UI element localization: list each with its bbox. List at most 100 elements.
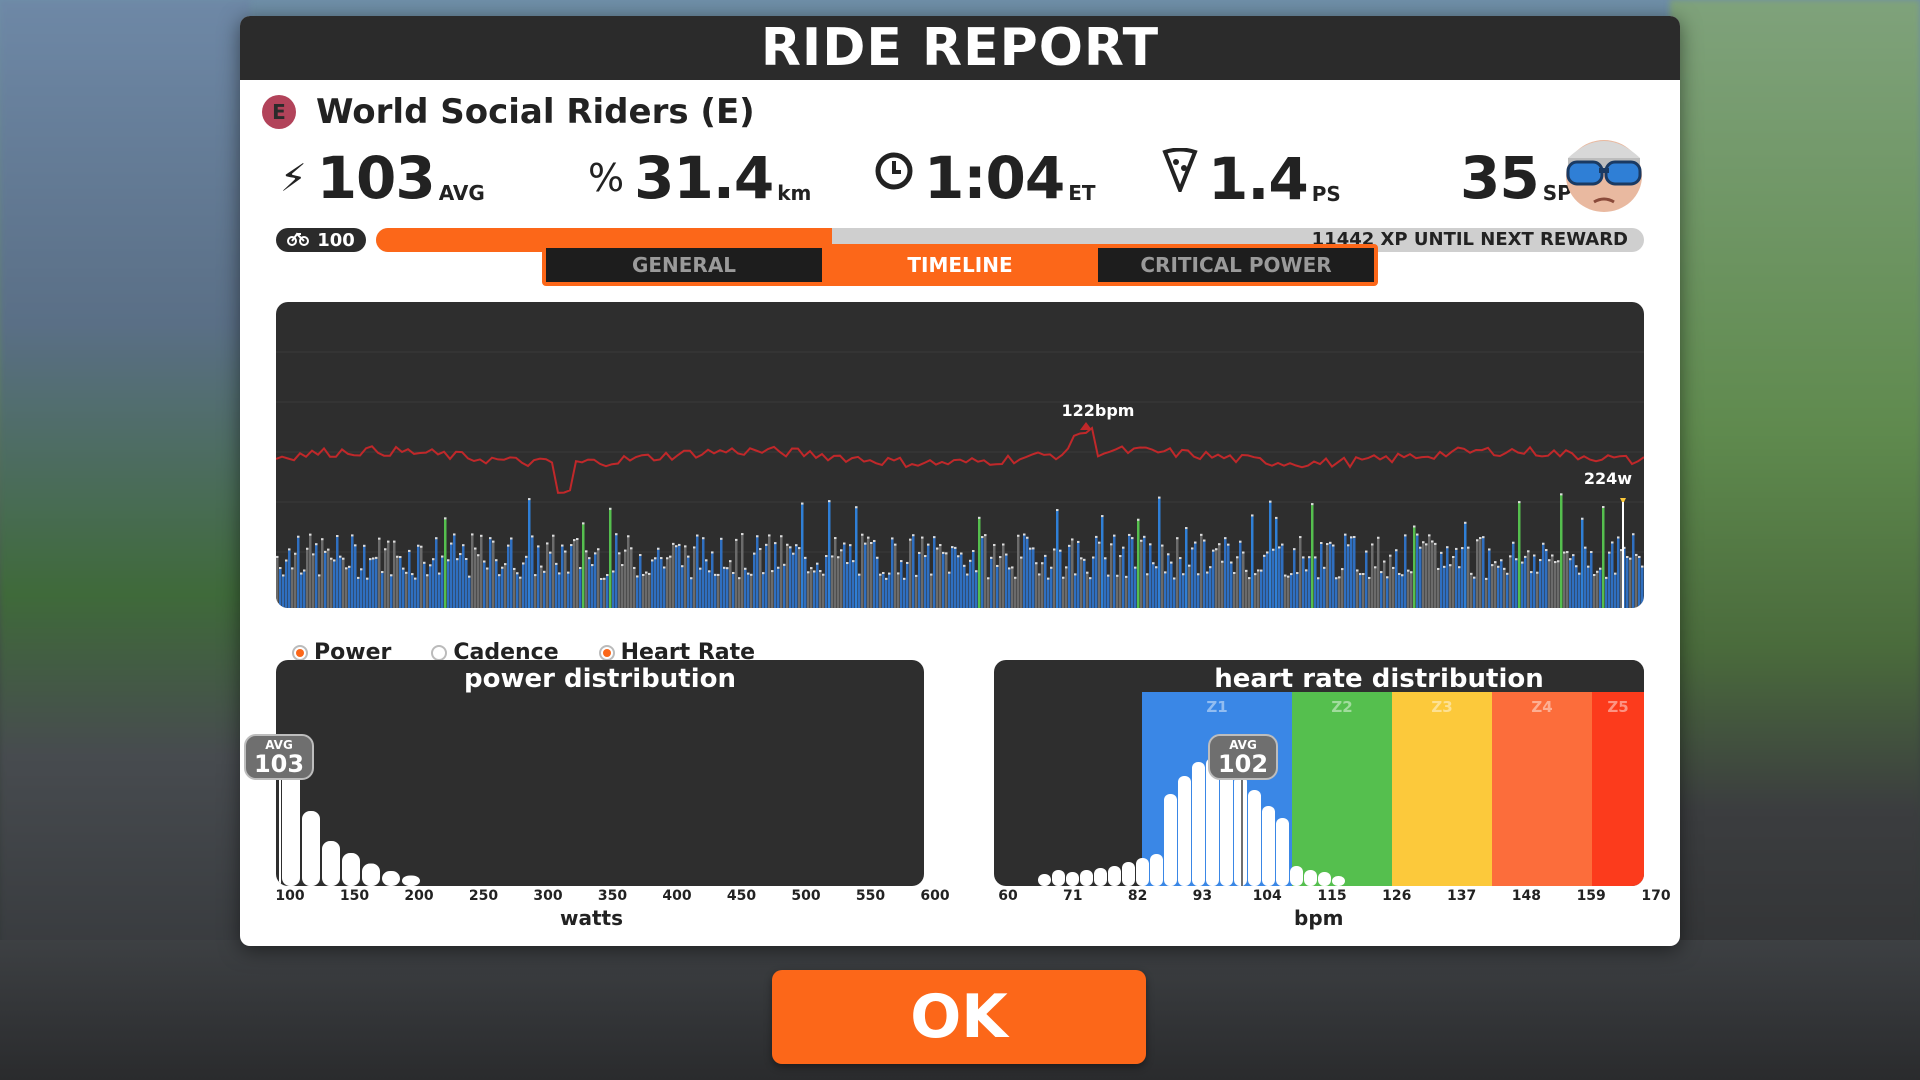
power-bar [1362, 573, 1365, 608]
power-bar-cap [372, 557, 375, 560]
power-bar [1554, 561, 1557, 608]
power-bar [1158, 496, 1161, 608]
power-bar [819, 570, 822, 608]
power-bar-cap [381, 571, 384, 574]
power-bar-cap [840, 549, 843, 552]
power-bar [369, 558, 372, 608]
power-bar-cap [1056, 509, 1059, 512]
power-bar [711, 551, 714, 608]
power-bar [459, 553, 462, 608]
power-bar [1218, 543, 1221, 608]
power-bar-cap [1044, 554, 1047, 557]
power-bar [1272, 548, 1275, 608]
power-tick: 350 [597, 888, 628, 904]
power-bar [468, 575, 471, 608]
power-bar-cap [1008, 567, 1011, 570]
power-bar [549, 551, 552, 608]
power-bar-cap [1317, 577, 1320, 580]
power-bar [1233, 571, 1236, 608]
power-bar-cap [1101, 515, 1104, 518]
power-bar-cap [585, 550, 588, 553]
power-bar-cap [1221, 560, 1224, 563]
power-bar-cap [477, 554, 480, 557]
tab-timeline[interactable]: TIMELINE [822, 248, 1098, 282]
power-bar [1422, 541, 1425, 608]
power-bar-cap [345, 567, 348, 570]
power-bar [1302, 556, 1305, 608]
power-bar [792, 552, 795, 608]
power-bar [327, 548, 330, 608]
power-bar [1467, 546, 1470, 608]
power-bar [1575, 565, 1578, 608]
power-bar-cap [774, 542, 777, 545]
power-bar-cap [1134, 566, 1137, 569]
hr-axis-ticks: 60 71 82 93 104 115 126 137 148 159 170 [240, 888, 1680, 908]
power-bar [663, 566, 666, 608]
power-tick: 300 [533, 888, 563, 904]
hr-dist-bar [1220, 762, 1233, 886]
hr-tick: 148 [1511, 888, 1542, 904]
ok-button[interactable]: OK [772, 970, 1146, 1064]
power-distribution-chart: power distribution [276, 660, 924, 886]
power-bar [474, 547, 477, 608]
power-bar-cap [909, 538, 912, 541]
power-bar-cap [501, 566, 504, 569]
power-bar-cap [339, 555, 342, 558]
power-bar [969, 559, 972, 608]
power-bar-cap [606, 574, 609, 577]
hr-dist-bar [1066, 872, 1079, 886]
power-bar-cap [1347, 544, 1350, 547]
power-bar [414, 577, 417, 608]
power-bar-cap [474, 547, 477, 550]
hr-zone-label: Z1 [1206, 698, 1227, 716]
cadence-radio[interactable] [431, 644, 448, 661]
power-bar-cap [399, 556, 402, 559]
power-bar [1101, 515, 1104, 608]
power-bar-cap [717, 573, 720, 576]
power-bar [441, 555, 444, 608]
power-bar [444, 517, 447, 608]
power-bar [975, 570, 978, 608]
stat-sp-unit: SP [1542, 181, 1572, 205]
power-bar-cap [1587, 565, 1590, 568]
power-avg-label: AVG [265, 738, 293, 752]
power-bar [1098, 541, 1101, 608]
power-bar [795, 544, 798, 608]
power-bar-cap [498, 574, 501, 577]
power-bar-cap [1449, 564, 1452, 567]
power-bar [546, 542, 549, 608]
power-bar-cap [294, 552, 297, 555]
power-bar [1170, 561, 1173, 608]
power-bar [1521, 561, 1524, 608]
power-bar-cap [1398, 572, 1401, 575]
power-bar [1476, 539, 1479, 608]
power-bar [360, 568, 363, 608]
power-bar [399, 556, 402, 608]
power-bar-cap [306, 547, 309, 550]
hr-dist-bar [1304, 870, 1317, 886]
power-bar-cap [1368, 576, 1371, 579]
power-bar-cap [1395, 549, 1398, 552]
power-bar [540, 565, 543, 608]
power-bar-cap [630, 547, 633, 550]
power-bar [624, 549, 627, 608]
power-bar [1188, 564, 1191, 608]
power-bar [279, 567, 282, 608]
power-radio[interactable] [292, 644, 308, 661]
tab-general[interactable]: GENERAL [546, 248, 822, 282]
power-bar [402, 567, 405, 608]
timeline-chart[interactable]: 122bpm 224w [276, 302, 1644, 608]
power-bar [1446, 546, 1449, 608]
power-bar [522, 562, 525, 608]
power-bar [1113, 534, 1116, 608]
power-bar-cap [1074, 573, 1077, 576]
stats-row: ⚡ 103 AVG % 31.4 km 1:04 ET 1.4 PS 35 SP [280, 147, 1660, 218]
heart-rate-radio[interactable] [598, 644, 615, 661]
power-tick: 500 [791, 888, 821, 904]
power-bar-cap [537, 545, 540, 548]
power-bar [291, 567, 294, 608]
power-bar-cap [441, 555, 444, 558]
tab-critical-power[interactable]: CRITICAL POWER [1098, 248, 1374, 282]
power-bar [1125, 575, 1128, 608]
power-bar [336, 535, 339, 608]
